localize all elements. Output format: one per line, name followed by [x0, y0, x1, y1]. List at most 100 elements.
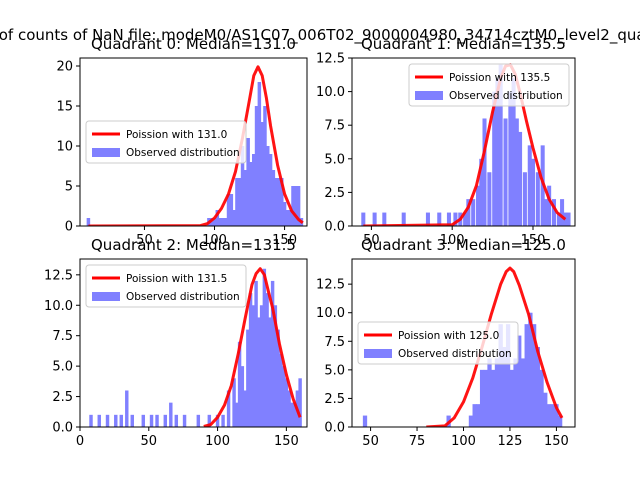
q3-ytick-label: 5.0 [324, 363, 345, 378]
q1-xtick-label: 150 [521, 233, 546, 248]
q2-hist-bar [268, 317, 272, 427]
q2-hist-bar [243, 390, 247, 427]
q2-hist-bar [287, 390, 291, 427]
q2-xtick-label: 100 [205, 434, 230, 449]
q1-hist-bar [514, 118, 519, 226]
q1-ytick-label: 0.0 [324, 220, 345, 235]
q1-hist-bar [482, 118, 487, 226]
q2-xtick-label: 150 [274, 434, 299, 449]
q0-xtick-label: 150 [272, 233, 297, 248]
q0-hist-bar [294, 186, 298, 226]
q3-hist-bar [550, 404, 555, 427]
q2-hist-bar [251, 305, 256, 427]
q3-hist-bar [505, 324, 511, 427]
q2-hist-bar [105, 414, 110, 427]
q2-ytick-label: 2.5 [52, 390, 73, 405]
q1-legend-bar-swatch [415, 91, 443, 100]
q3-hist-bar [546, 404, 552, 427]
q0-legend: Poission with 131.0 Observed distribution [85, 120, 247, 164]
q2-hist-bar [174, 414, 179, 427]
q2-legend: Poission with 131.5 Observed distribution [85, 264, 247, 308]
q3-hist-bar [557, 415, 563, 427]
q0-hist-bar [86, 218, 91, 226]
q2-hist-bar [281, 366, 286, 427]
q1-hist-bar [401, 212, 406, 226]
q0-title: Quadrant 0: Median=131.0 [91, 35, 296, 53]
q0-hist-bar [260, 122, 264, 226]
q1-ytick-label: 12.5 [316, 52, 345, 67]
q2-hist-bar [240, 366, 245, 427]
q2-hist-bar [125, 390, 129, 427]
q2-hist-bar [196, 414, 201, 427]
q2-hist-bar [259, 305, 264, 427]
q2-hist-bar [114, 414, 118, 427]
q1-hist-bar [479, 158, 484, 226]
q3-hist-bar [513, 358, 518, 427]
q2-hist-bar [265, 293, 269, 427]
q0-legend-bar-swatch [92, 148, 120, 157]
q1-hist-bar [492, 91, 497, 226]
q2-ytick-label: 12.5 [44, 268, 73, 283]
q3-ytick-label: 7.5 [324, 335, 345, 350]
q2-hist-bar [130, 414, 134, 427]
q0-hist-bar [291, 186, 295, 226]
q1-hist-bar [535, 172, 540, 226]
q2-hist-bar [262, 268, 267, 427]
q3-hist-bar [520, 358, 526, 427]
q1-hist-bar [372, 212, 377, 226]
q1-legend-box [408, 63, 570, 107]
q0-frame [79, 57, 308, 227]
q2-ytick-label: 7.5 [52, 329, 73, 344]
q0-hist-bar [288, 210, 292, 226]
q0-ytick-label: 0 [65, 220, 73, 235]
q1-hist-bar [547, 185, 552, 226]
q2-xtick-label: 0 [76, 434, 84, 449]
figure-suptitle: Histograms of counts of NaN file: modeM0… [0, 26, 640, 45]
q1-hist-bar [446, 212, 451, 226]
q0-hist-bar [271, 170, 276, 226]
q0-xtick-label: 50 [136, 233, 153, 248]
q0-legend-observed-label: Observed distribution [126, 147, 240, 159]
q0-hist-bar [226, 194, 231, 226]
q0-legend-box [85, 120, 247, 164]
q2-legend-observed-label: Observed distribution [126, 291, 240, 303]
q0-hist-bar [268, 154, 273, 226]
q1-hist-bar [543, 199, 548, 226]
q3-hist-bar [502, 347, 507, 427]
q3-ytick-label: 2.5 [324, 392, 345, 407]
q2-hist-bar [119, 414, 123, 427]
q1-hist-bar [425, 212, 430, 226]
q1-hist-bar [471, 199, 476, 226]
q3-hist-bar [362, 415, 368, 427]
q1-hist-bar [560, 199, 565, 226]
q1-ytick-label: 5.0 [324, 152, 345, 167]
q3-legend-box [357, 321, 519, 365]
q3-xtick-label: 75 [409, 434, 426, 449]
q1-hist-bar [382, 212, 387, 226]
q2-legend-poisson-label: Poission with 131.5 [126, 273, 227, 285]
q2-hist-bar [141, 414, 146, 427]
q3-legend-observed-label: Observed distribution [398, 348, 512, 360]
q0-ytick-label: 20 [56, 60, 73, 75]
quadrant-1-axes: Quadrant 1: Median=135.5 50 100 150 0.0 2.5 5.… [316, 35, 576, 248]
q2-hist-bar [182, 414, 187, 427]
q2-hist-bar [290, 402, 294, 427]
q0-xtick-label: 100 [202, 233, 227, 248]
q0-hist-bar [229, 194, 234, 226]
q2-hist-bar [221, 414, 225, 427]
q3-poisson-line [426, 266, 564, 427]
q3-legend-bar-swatch [364, 349, 392, 358]
q2-poisson-line [203, 267, 302, 427]
q1-hist-bar [508, 91, 513, 226]
q3-hist-bar [539, 369, 544, 427]
q1-hist-bar [495, 78, 500, 226]
q2-hist-bar [232, 378, 236, 427]
q1-legend-observed-label: Observed distribution [449, 90, 563, 102]
q0-hist-bar [223, 218, 228, 226]
q3-hist-bar [468, 415, 474, 427]
q0-hist-bar [266, 146, 270, 226]
q1-legend: Poission with 135.5 Observed distribution [408, 63, 570, 107]
q2-hist-bar [298, 378, 302, 427]
q3-xtick-label: 50 [362, 434, 379, 449]
